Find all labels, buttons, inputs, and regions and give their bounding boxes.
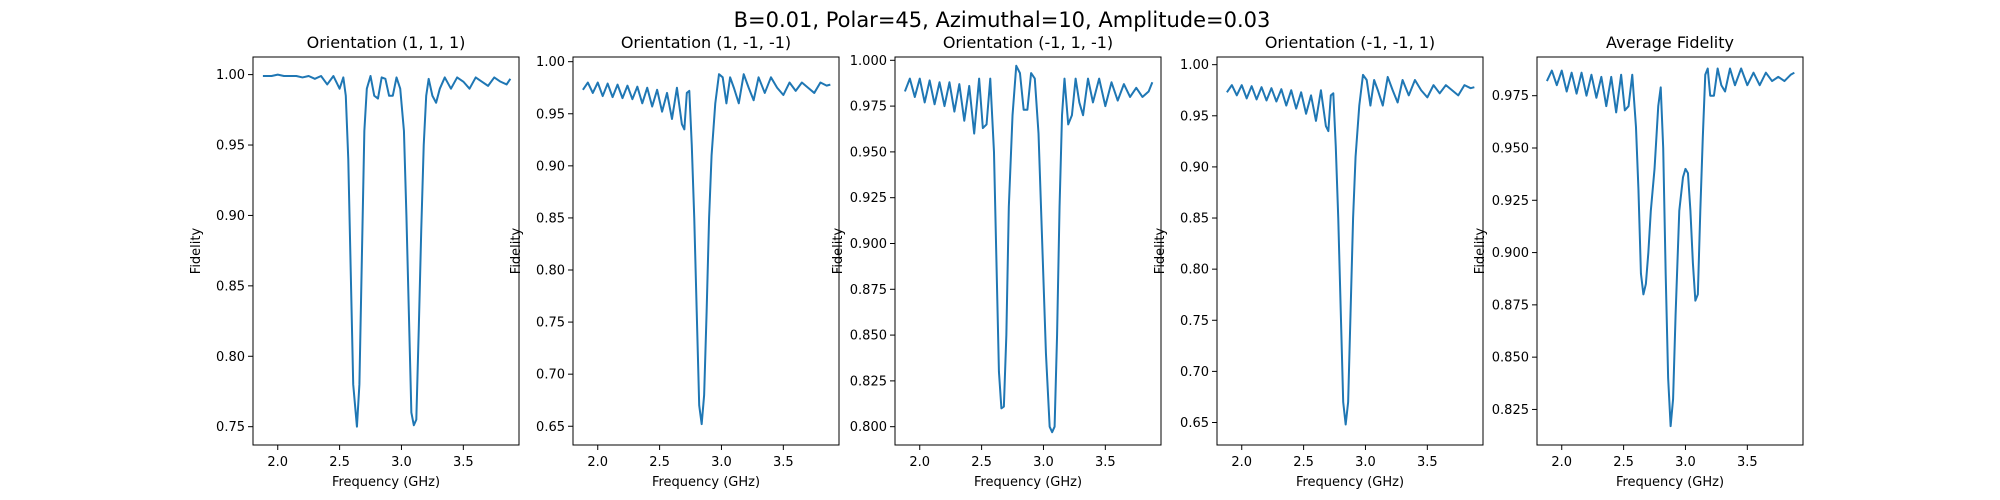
x-tick-label: 3.5	[1095, 455, 1116, 470]
subplot-4: Orientation (-1, -1, 1) 2.0 2.5 3.0 3.5 0.65 0…	[1153, 33, 1484, 490]
y-tick-label: 0.85	[216, 279, 245, 294]
subplot-5: Average Fidelity 2.0 2.5 3.0 3.5 0.825 0.850 0.…	[1473, 33, 1804, 490]
y-tick-label: 0.800	[850, 420, 887, 435]
y-tick-label: 0.90	[536, 159, 565, 174]
subplot-title: Orientation (-1, -1, 1)	[1265, 33, 1435, 52]
x-tick-label: 3.0	[1675, 455, 1696, 470]
y-tick-label: 0.75	[1180, 314, 1209, 329]
y-tick-label: 1.00	[216, 68, 245, 83]
y-tick-label: 0.950	[1492, 141, 1529, 156]
y-tick-label: 0.75	[216, 420, 245, 435]
axes-frame	[252, 56, 520, 446]
y-tick-label: 0.65	[536, 420, 565, 435]
y-tick-label: 0.95	[216, 139, 245, 154]
x-axis-label: Frequency (GHz)	[652, 475, 760, 490]
y-tick-label: 0.70	[1180, 365, 1209, 380]
y-axis-label: Fidelity	[831, 227, 846, 274]
y-axis-label: Fidelity	[189, 227, 204, 274]
subplot-title: Average Fidelity	[1606, 33, 1734, 52]
y-axis-label: Fidelity	[509, 227, 524, 274]
x-tick-label: 2.5	[1293, 455, 1314, 470]
series-line	[1226, 73, 1475, 426]
y-tick-label: 0.825	[850, 374, 887, 389]
x-tick-label: 3.5	[773, 455, 794, 470]
y-tick-label: 1.000	[850, 54, 887, 69]
y-tick-label: 0.70	[536, 368, 565, 383]
x-tick-label: 2.5	[329, 455, 350, 470]
y-tick-label: 0.90	[216, 209, 245, 224]
y-tick-label: 0.975	[850, 100, 887, 115]
y-tick-label: 0.925	[850, 191, 887, 206]
y-tick-label: 0.850	[850, 329, 887, 344]
x-tick-label: 3.5	[1737, 455, 1758, 470]
y-tick-label: 0.875	[850, 283, 887, 298]
x-axis-label: Frequency (GHz)	[974, 475, 1082, 490]
subplot-1: Orientation (1, 1, 1) 2.0 2.5 3.0 3.5 0.75 0.8…	[189, 33, 520, 490]
y-tick-label: 1.00	[536, 55, 565, 70]
y-tick-label: 0.925	[1492, 194, 1529, 209]
x-tick-label: 2.0	[1231, 455, 1252, 470]
y-tick-label: 0.825	[1492, 403, 1529, 418]
x-axis-label: Frequency (GHz)	[332, 475, 440, 490]
x-tick-label: 2.5	[971, 455, 992, 470]
series-line	[903, 64, 1154, 434]
y-tick-label: 0.975	[1492, 89, 1529, 104]
y-tick-label: 0.900	[1492, 246, 1529, 261]
subplot-3: Orientation (-1, 1, -1) 2.0 2.5 3.0 3.5 0.800…	[831, 33, 1162, 490]
y-tick-label: 0.850	[1492, 351, 1529, 366]
y-tick-label: 0.950	[850, 145, 887, 160]
y-tick-label: 0.900	[850, 237, 887, 252]
y-tick-label: 0.95	[536, 107, 565, 122]
series-line	[262, 73, 512, 428]
axes-frame	[572, 56, 840, 446]
x-tick-label: 3.0	[711, 455, 732, 470]
subplot-title: Orientation (1, -1, -1)	[621, 33, 791, 52]
y-tick-label: 1.00	[1180, 58, 1209, 73]
x-tick-label: 3.0	[1355, 455, 1376, 470]
y-tick-label: 0.65	[1180, 416, 1209, 431]
y-tick-label: 0.80	[536, 264, 565, 279]
x-tick-label: 2.5	[649, 455, 670, 470]
y-tick-label: 0.85	[536, 211, 565, 226]
x-tick-label: 3.0	[391, 455, 412, 470]
y-tick-label: 0.90	[1180, 160, 1209, 175]
series-line	[582, 73, 831, 426]
x-tick-label: 2.0	[587, 455, 608, 470]
x-tick-label: 2.5	[1613, 455, 1634, 470]
figure-suptitle: B=0.01, Polar=45, Azimuthal=10, Amplitud…	[734, 8, 1271, 32]
y-tick-label: 0.75	[536, 316, 565, 331]
y-tick-label: 0.80	[216, 350, 245, 365]
subplot-title: Orientation (-1, 1, -1)	[943, 33, 1113, 52]
y-axis-label: Fidelity	[1153, 227, 1168, 274]
x-tick-label: 3.5	[1417, 455, 1438, 470]
series-line	[1545, 67, 1795, 428]
x-axis-label: Frequency (GHz)	[1616, 475, 1724, 490]
x-tick-label: 2.0	[1551, 455, 1572, 470]
axes-frame	[894, 56, 1162, 446]
axes-frame	[1216, 56, 1484, 446]
y-axis-label: Fidelity	[1473, 227, 1488, 274]
x-axis-label: Frequency (GHz)	[1296, 475, 1404, 490]
axes-frame	[1536, 56, 1804, 446]
subplot-2: Orientation (1, -1, -1) 2.0 2.5 3.0 3.5 0.65 0…	[509, 33, 840, 490]
x-tick-label: 3.5	[453, 455, 474, 470]
x-tick-label: 2.0	[267, 455, 288, 470]
y-tick-label: 0.80	[1180, 263, 1209, 278]
x-tick-label: 2.0	[909, 455, 930, 470]
y-tick-label: 0.85	[1180, 212, 1209, 227]
subplot-grid: Orientation (1, 1, 1) 2.0 2.5 3.0 3.5 0.75 0.8…	[189, 33, 1804, 490]
y-tick-label: 0.875	[1492, 298, 1529, 313]
x-tick-label: 3.0	[1033, 455, 1054, 470]
subplot-title: Orientation (1, 1, 1)	[307, 33, 466, 52]
y-tick-label: 0.95	[1180, 109, 1209, 124]
